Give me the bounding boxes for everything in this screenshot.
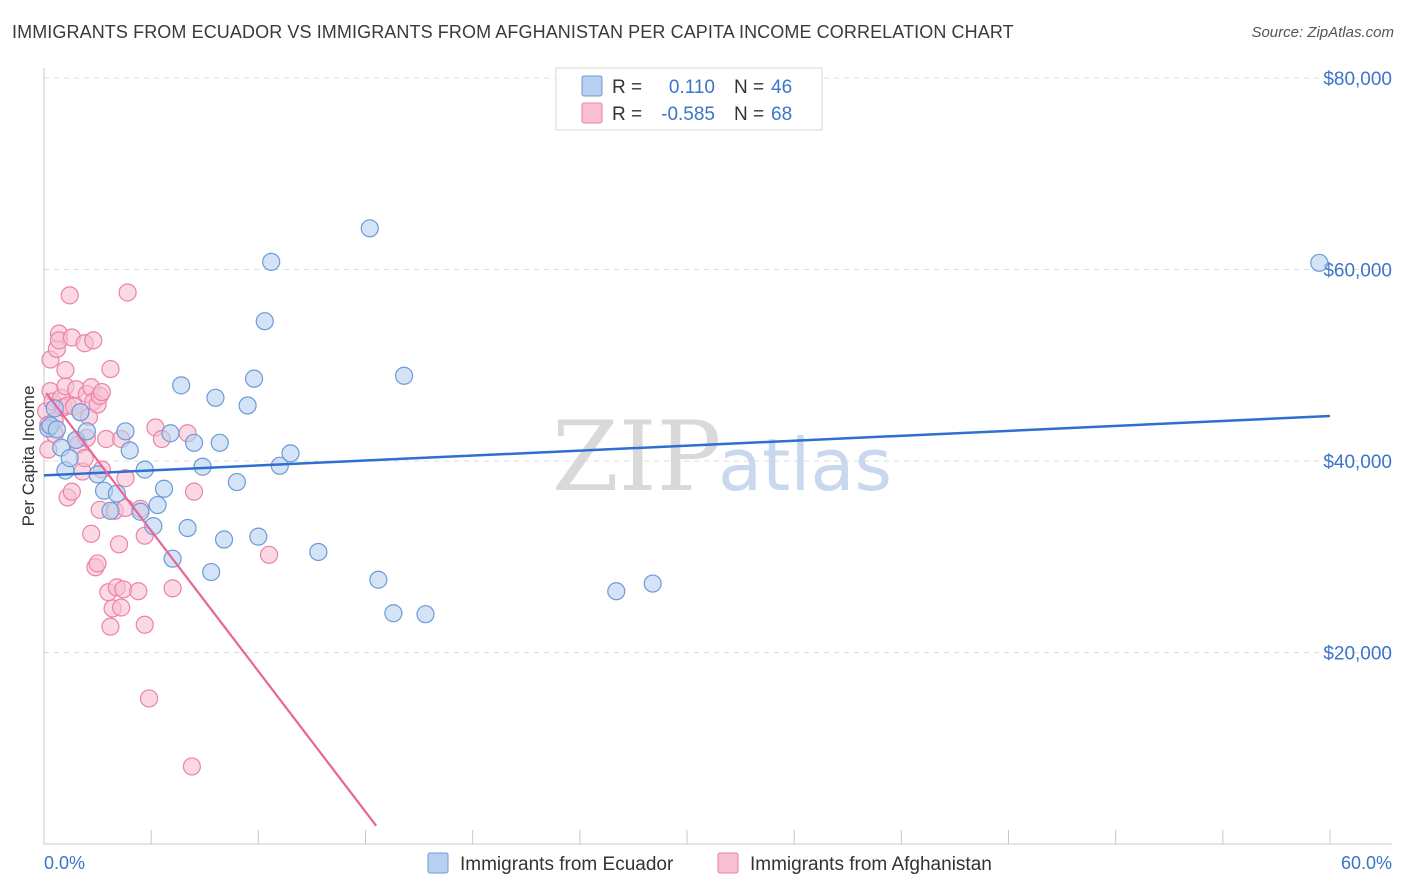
- grid-lines: [44, 77, 1392, 653]
- stats-legend-swatch-ecuador: [581, 75, 603, 97]
- watermark: ZIP atlas: [552, 401, 892, 513]
- ecuador-point: [47, 420, 66, 439]
- ecuador-point: [148, 495, 167, 515]
- ecuador-point: [131, 502, 150, 521]
- afghanistan-point: [112, 598, 131, 617]
- ecuador-point: [244, 369, 264, 388]
- y-tick-label: $80,000: [1323, 69, 1392, 90]
- ecuador-point: [116, 422, 135, 441]
- ecuador-point: [249, 527, 268, 546]
- watermark-zip: ZIP: [552, 401, 721, 513]
- afghanistan-point: [88, 554, 107, 573]
- stats-legend-n-label-ecuador: N =: [734, 77, 764, 98]
- afghanistan-point: [101, 359, 120, 379]
- x-tick-label-min: 0.0%: [44, 853, 85, 873]
- ecuador-point: [210, 433, 229, 452]
- afghanistan-point: [56, 360, 75, 380]
- stats-legend-n-ecuador: 46: [771, 77, 792, 98]
- afghanistan-point: [114, 580, 133, 599]
- y-tick-labels: $20,000 $40,000 $60,000 $80,000: [1323, 69, 1392, 665]
- ecuador-point: [643, 574, 662, 593]
- y-tick-label: $40,000: [1323, 452, 1392, 473]
- ecuador-point: [369, 570, 388, 589]
- stats-legend-swatch-afghanistan: [581, 102, 603, 124]
- ecuador-point: [172, 376, 191, 395]
- ecuador-point: [255, 312, 274, 331]
- ecuador-point: [178, 518, 197, 538]
- ecuador-point: [227, 472, 246, 492]
- ecuador-point: [384, 604, 403, 623]
- afghanistan-point: [60, 286, 79, 305]
- ecuador-point: [309, 542, 328, 562]
- afghanistan-trend-line: [45, 392, 378, 827]
- series-legend-swatch-afghanistan: [717, 852, 739, 874]
- afghanistan-point: [259, 545, 279, 564]
- ecuador-point: [101, 501, 120, 520]
- stats-legend-r-label-afghanistan: R =: [612, 104, 642, 125]
- ecuador-point: [161, 424, 180, 443]
- trend-lines: [43, 392, 1331, 827]
- ecuador-point: [394, 366, 414, 385]
- afghanistan-point: [82, 524, 101, 543]
- ecuador-trend-line: [43, 414, 1331, 477]
- ecuador-point: [60, 449, 79, 468]
- ecuador-point: [214, 530, 234, 549]
- afghanistan-point: [184, 482, 204, 501]
- ecuador-point: [281, 444, 300, 463]
- ecuador-point: [45, 399, 64, 418]
- ecuador-point: [360, 219, 379, 238]
- afghanistan-point: [129, 582, 148, 601]
- ecuador-point: [71, 403, 90, 422]
- afghanistan-point: [163, 579, 182, 598]
- ecuador-point: [416, 605, 435, 624]
- stats-legend-n-label-afghanistan: N =: [734, 104, 764, 125]
- afghanistan-point: [84, 331, 103, 350]
- ecuador-points: [39, 219, 1329, 624]
- ecuador-point: [120, 441, 139, 460]
- afghanistan-point: [139, 689, 159, 708]
- stats-legend-r-ecuador: 0.110: [669, 77, 715, 98]
- series-legend: Immigrants from Ecuador Immigrants from …: [427, 852, 992, 875]
- stats-legend: R = 0.110 N = 46 R = -0.585 N = 68: [555, 67, 823, 131]
- chart-title: IMMIGRANTS FROM ECUADOR VS IMMIGRANTS FR…: [12, 22, 1014, 42]
- ecuador-point: [206, 388, 225, 407]
- stats-legend-r-afghanistan: -0.585: [661, 104, 715, 125]
- series-legend-swatch-ecuador: [427, 852, 449, 874]
- stats-legend-n-afghanistan: 68: [771, 104, 792, 125]
- chart-source: Source: ZipAtlas.com: [1251, 24, 1394, 41]
- x-ticks: [43, 830, 1331, 844]
- ecuador-point: [154, 479, 174, 498]
- ecuador-point: [262, 252, 281, 271]
- afghanistan-point: [62, 482, 81, 501]
- afghanistan-point: [118, 283, 137, 302]
- y-tick-label: $60,000: [1323, 261, 1392, 282]
- y-axis-label: Per Capita Income: [19, 386, 38, 527]
- afghanistan-point: [92, 382, 111, 402]
- ecuador-point: [202, 562, 221, 582]
- ecuador-point: [184, 433, 204, 452]
- ecuador-point: [238, 396, 257, 415]
- series-legend-label-ecuador: Immigrants from Ecuador: [460, 854, 674, 875]
- watermark-atlas: atlas: [718, 423, 892, 507]
- stats-legend-r-label-ecuador: R =: [612, 77, 642, 98]
- afghanistan-point: [101, 617, 120, 636]
- afghanistan-point: [109, 535, 129, 554]
- ecuador-point: [77, 422, 96, 441]
- y-tick-label: $20,000: [1323, 644, 1392, 665]
- afghanistan-point: [135, 615, 154, 634]
- ecuador-point: [1310, 253, 1329, 272]
- ecuador-point: [607, 582, 626, 601]
- afghanistan-points: [37, 283, 279, 776]
- afghanistan-point: [116, 469, 135, 488]
- afghanistan-point: [182, 757, 201, 776]
- x-tick-label-max: 60.0%: [1341, 853, 1392, 873]
- series-legend-label-afghanistan: Immigrants from Afghanistan: [750, 854, 992, 875]
